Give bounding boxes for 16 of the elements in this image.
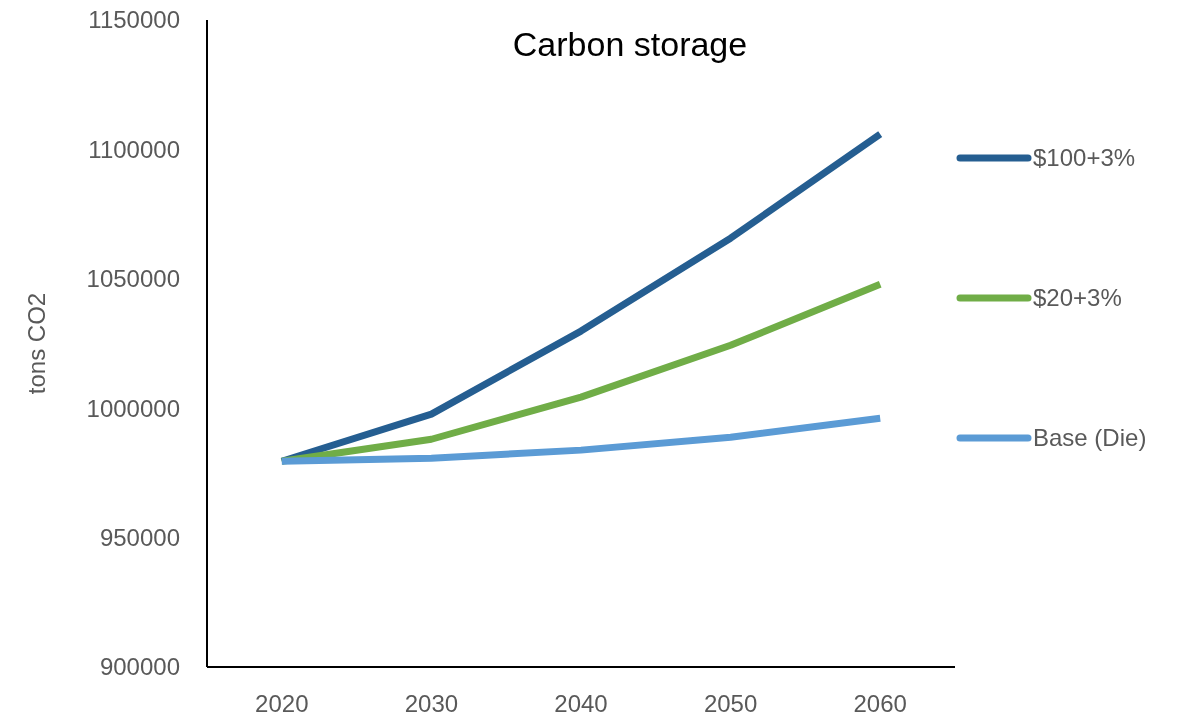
y-tick-label: 1100000 bbox=[88, 135, 180, 163]
y-tick-label: 1000000 bbox=[86, 394, 180, 422]
chart-title: Carbon storage bbox=[512, 25, 748, 63]
x-tick-label: 2050 bbox=[703, 690, 758, 717]
x-tick-label: 2030 bbox=[404, 690, 459, 717]
y-tick-label: 1050000 bbox=[86, 265, 180, 293]
y-axis-title: tons CO2 bbox=[23, 292, 50, 395]
legend-label: Base (Die) bbox=[1033, 424, 1147, 452]
x-tick-label: 2060 bbox=[853, 690, 907, 717]
legend-label: $100+3% bbox=[1033, 144, 1136, 172]
x-tick-label: 2040 bbox=[554, 690, 608, 717]
y-tick-label: 900000 bbox=[99, 653, 180, 681]
y-tick-label: 1150000 bbox=[88, 6, 180, 34]
y-tick-label: 950000 bbox=[99, 524, 180, 551]
x-tick-label: 2020 bbox=[255, 690, 309, 717]
legend-label: $20+3% bbox=[1033, 284, 1122, 312]
